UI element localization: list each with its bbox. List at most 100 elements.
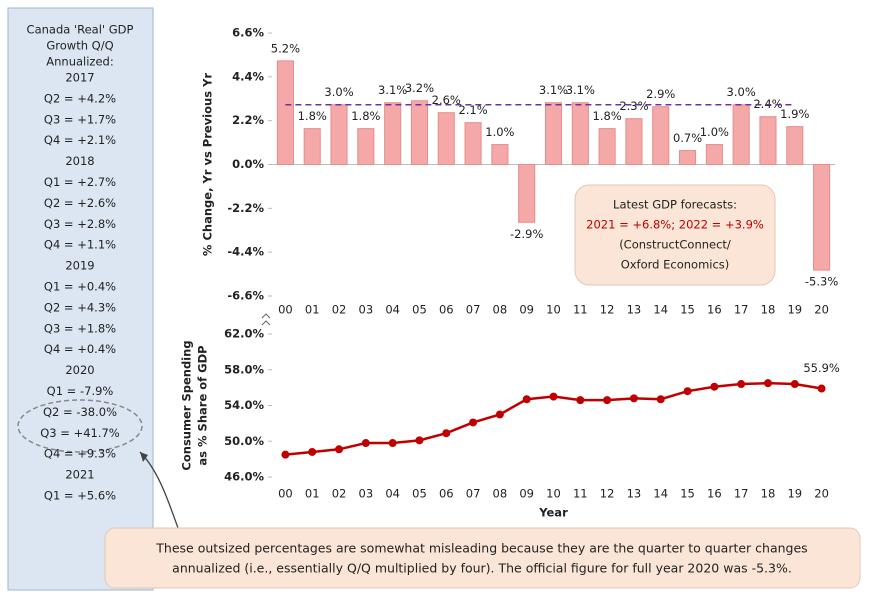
point bbox=[335, 445, 344, 454]
bar bbox=[384, 102, 402, 165]
note-text: These outsized percentages are somewhat … bbox=[155, 541, 807, 556]
point bbox=[495, 410, 504, 419]
sidebar-item: Q1 = -7.9% bbox=[47, 384, 114, 398]
y-tick-label: 62.0% bbox=[224, 327, 264, 341]
x-tick-label: 08 bbox=[493, 303, 508, 317]
x-tick-label: 10 bbox=[546, 487, 561, 501]
x-tick-label: 05 bbox=[412, 487, 427, 501]
x-axis-label: Year bbox=[538, 506, 568, 520]
y-tick-label: 4.4% bbox=[232, 69, 264, 83]
x-tick-label: 08 bbox=[493, 487, 508, 501]
bar bbox=[276, 60, 294, 166]
y-tick-label: 0.0% bbox=[232, 157, 264, 171]
bar bbox=[786, 126, 804, 165]
bar bbox=[571, 102, 589, 165]
data-label: -2.9% bbox=[510, 227, 543, 241]
y-tick-label: 58.0% bbox=[224, 362, 264, 376]
bar bbox=[410, 100, 428, 165]
x-tick-label: 18 bbox=[761, 487, 776, 501]
forecast-box bbox=[574, 184, 776, 286]
sidebar-item: Q2 = +2.6% bbox=[44, 196, 116, 210]
x-tick-label: 07 bbox=[466, 487, 481, 501]
x-tick-label: 12 bbox=[600, 487, 615, 501]
y-tick-label: -6.6% bbox=[227, 289, 264, 303]
data-label: 55.9% bbox=[803, 361, 840, 375]
sidebar-item: Q4 = +0.4% bbox=[44, 342, 116, 356]
x-tick-label: 17 bbox=[734, 487, 749, 501]
sidebar-item: Q4 = +2.1% bbox=[44, 133, 116, 147]
x-tick-label: 19 bbox=[787, 303, 802, 317]
x-tick-label: 06 bbox=[439, 487, 454, 501]
data-label: 2.6% bbox=[432, 93, 461, 107]
sidebar-item: 2017 bbox=[65, 71, 94, 85]
y-tick-label: 2.2% bbox=[232, 113, 264, 127]
y-axis-label: Consumer Spending bbox=[180, 340, 194, 470]
sidebar-item: Q2 = +4.2% bbox=[44, 91, 116, 105]
x-tick-label: 05 bbox=[412, 303, 427, 317]
point bbox=[576, 396, 585, 405]
x-tick-label: 16 bbox=[707, 487, 722, 501]
point bbox=[388, 439, 397, 448]
y-tick-label: 54.0% bbox=[224, 398, 264, 412]
note-text: annualized (i.e., essentially Q/Q multip… bbox=[172, 561, 792, 576]
data-label: 1.9% bbox=[780, 107, 809, 121]
point bbox=[308, 447, 317, 456]
x-tick-label: 10 bbox=[546, 303, 561, 317]
sidebar-item: 2019 bbox=[65, 259, 94, 273]
y-tick-label: -2.2% bbox=[227, 201, 264, 215]
sidebar-item: Q2 = +4.3% bbox=[44, 300, 116, 314]
x-tick-label: 14 bbox=[653, 487, 668, 501]
x-tick-label: 09 bbox=[519, 487, 534, 501]
note-box bbox=[104, 527, 861, 589]
bar bbox=[518, 164, 536, 223]
point bbox=[737, 380, 746, 389]
x-tick-label: 11 bbox=[573, 487, 588, 501]
x-tick-label: 18 bbox=[761, 303, 776, 317]
x-tick-label: 17 bbox=[734, 303, 749, 317]
sidebar-item: 2018 bbox=[65, 154, 94, 168]
x-tick-label: 01 bbox=[305, 303, 320, 317]
forecast-text: Latest GDP forecasts: bbox=[613, 198, 737, 212]
x-tick-label: 06 bbox=[439, 303, 454, 317]
point bbox=[469, 418, 478, 427]
sidebar-item: Q3 = +1.7% bbox=[44, 112, 116, 126]
sidebar-title: Canada 'Real' GDP bbox=[27, 23, 134, 37]
data-label: 0.7% bbox=[673, 131, 702, 145]
data-label: 2.3% bbox=[619, 99, 648, 113]
x-tick-label: 03 bbox=[359, 303, 374, 317]
x-tick-label: 04 bbox=[385, 487, 400, 501]
x-tick-label: 00 bbox=[278, 303, 293, 317]
bar bbox=[732, 104, 750, 165]
x-tick-label: 16 bbox=[707, 303, 722, 317]
sidebar-item: Q1 = +2.7% bbox=[44, 175, 116, 189]
y-axis-label: % Change, Yr vs Previous Yr bbox=[201, 73, 215, 256]
sidebar-item: Q3 = +41.7% bbox=[40, 426, 120, 440]
bar bbox=[437, 112, 455, 165]
sidebar-item: Q1 = +5.6% bbox=[44, 489, 116, 503]
forecast-text: 2021 = +6.8%; 2022 = +3.9% bbox=[586, 218, 764, 232]
bar bbox=[625, 118, 643, 165]
bar bbox=[759, 116, 777, 165]
data-label: 3.2% bbox=[405, 81, 434, 95]
bar bbox=[705, 144, 723, 166]
x-tick-label: 15 bbox=[680, 487, 695, 501]
data-label: 2.1% bbox=[458, 103, 487, 117]
data-label: 3.1% bbox=[566, 83, 595, 97]
data-label: 1.0% bbox=[485, 125, 514, 139]
sidebar-panel bbox=[7, 7, 154, 591]
point bbox=[442, 429, 451, 438]
x-tick-label: 02 bbox=[332, 303, 347, 317]
data-label: 1.0% bbox=[700, 125, 729, 139]
data-label: 1.8% bbox=[593, 109, 622, 123]
sidebar-title: Growth Q/Q bbox=[46, 39, 113, 53]
bar bbox=[544, 102, 563, 165]
point bbox=[790, 380, 799, 389]
x-tick-label: 15 bbox=[680, 303, 695, 317]
bar bbox=[303, 128, 321, 166]
axis-break bbox=[261, 313, 271, 326]
data-label: 1.8% bbox=[351, 109, 380, 123]
bar bbox=[464, 122, 482, 165]
x-tick-label: 19 bbox=[787, 487, 802, 501]
forecast-text: Oxford Economics) bbox=[621, 258, 730, 272]
point bbox=[281, 450, 290, 459]
